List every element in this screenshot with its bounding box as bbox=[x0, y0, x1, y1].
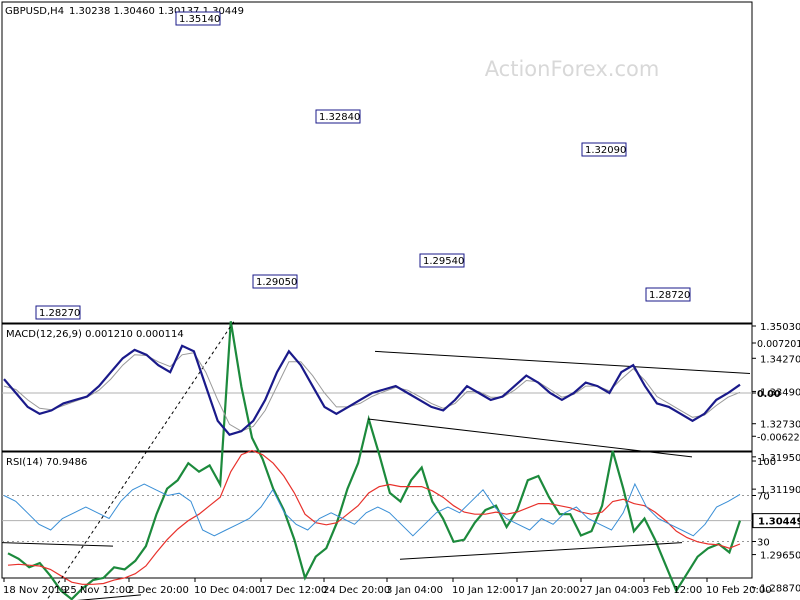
macd-tick-label: 0.007201 bbox=[757, 339, 800, 350]
annotation-label: 1.32840 bbox=[319, 112, 360, 123]
ma-line bbox=[7, 449, 741, 585]
rsi-panel-frame bbox=[1, 451, 753, 579]
macd-series bbox=[3, 344, 741, 436]
price-axis: 1.35030 1.34270 1.33490 1.32730 1.31950 1.311… bbox=[752, 322, 800, 595]
current-price-label: 1.30449 bbox=[758, 517, 800, 528]
trendline bbox=[367, 418, 693, 458]
annotation-box bbox=[581, 142, 627, 157]
rsi-tick-label: 100 bbox=[757, 457, 776, 468]
price-tick-label: 1.29650 bbox=[760, 551, 800, 562]
price-series bbox=[7, 321, 742, 600]
price-tick-label: 1.35030 bbox=[760, 322, 800, 333]
price-annotations: 1.35140 1.32840 1.32090 1.29540 1.29050 1.287… bbox=[35, 11, 691, 320]
macd-line bbox=[3, 344, 741, 436]
price-line bbox=[7, 321, 742, 600]
price-tick-label: 1.34270 bbox=[760, 354, 800, 365]
time-label: 10 Feb 20:00 bbox=[706, 585, 772, 596]
annotation-box bbox=[315, 109, 361, 124]
trendline bbox=[399, 542, 683, 560]
price-tick-label: 1.31190 bbox=[760, 485, 800, 496]
time-label: 27 Jan 04:00 bbox=[580, 585, 643, 596]
rsi-label: RSI(14) 70.9486 bbox=[6, 457, 87, 468]
annotation-label: 1.29050 bbox=[256, 277, 297, 288]
macd-signal-line bbox=[3, 352, 741, 432]
time-label: 25 Nov 12:00 bbox=[64, 585, 131, 596]
rsi-series bbox=[3, 482, 741, 537]
rsi-tick-label: 30 bbox=[757, 538, 770, 549]
macd-panel-frame bbox=[1, 323, 753, 452]
price-tick-label: 1.33490 bbox=[760, 387, 800, 398]
time-label: 24 Dec 20:00 bbox=[323, 585, 390, 596]
trendline bbox=[46, 321, 235, 600]
price-panel-frame bbox=[1, 1, 753, 324]
annotation-box bbox=[419, 253, 465, 268]
time-label: 17 Dec 12:00 bbox=[260, 585, 327, 596]
time-label: 10 Jan 12:00 bbox=[452, 585, 515, 596]
price-tick-label: 1.32730 bbox=[760, 420, 800, 431]
annotation-box bbox=[35, 305, 81, 320]
current-price-box bbox=[752, 513, 800, 529]
time-label: 17 Jan 20:00 bbox=[516, 585, 579, 596]
trendline bbox=[1, 542, 114, 547]
rsi-line bbox=[3, 482, 741, 537]
header-symbol: GBPUSD,H4 bbox=[5, 6, 64, 17]
trendline bbox=[76, 594, 142, 600]
macd-label: MACD(12,26,9) 0.001210 0.000114 bbox=[6, 329, 184, 340]
time-label: 2 Dec 20:00 bbox=[128, 585, 189, 596]
macd-tick-label: 0.00 bbox=[757, 389, 781, 400]
trendlines bbox=[1, 321, 751, 600]
time-label: 10 Dec 04:00 bbox=[194, 585, 261, 596]
macd-trendline bbox=[374, 350, 751, 375]
annotation-label: 1.29540 bbox=[423, 256, 464, 267]
header-ohlc: 1.30238 1.30460 1.30137 1.30449 bbox=[69, 6, 244, 17]
annotation-label: 1.28720 bbox=[649, 290, 690, 301]
macd-tick-label: -0.006229 bbox=[757, 432, 800, 443]
annotation-box bbox=[175, 11, 221, 26]
annotation-box bbox=[645, 287, 691, 302]
annotation-label: 1.32090 bbox=[585, 145, 626, 156]
annotation-label: 1.28270 bbox=[39, 308, 80, 319]
time-label: 3 Feb 12:00 bbox=[643, 585, 702, 596]
moving-average bbox=[7, 449, 741, 585]
time-label: 18 Nov 2019 bbox=[3, 585, 67, 596]
price-tick-label: 1.31950 bbox=[760, 453, 800, 464]
time-label: 3 Jan 04:00 bbox=[386, 585, 443, 596]
price-tick-label: 1.28870 bbox=[760, 584, 800, 595]
watermark: ActionForex.com bbox=[485, 57, 660, 81]
annotation-label: 1.35140 bbox=[179, 14, 220, 25]
rsi-tick-label: 70 bbox=[757, 492, 770, 503]
annotation-box bbox=[252, 274, 298, 289]
